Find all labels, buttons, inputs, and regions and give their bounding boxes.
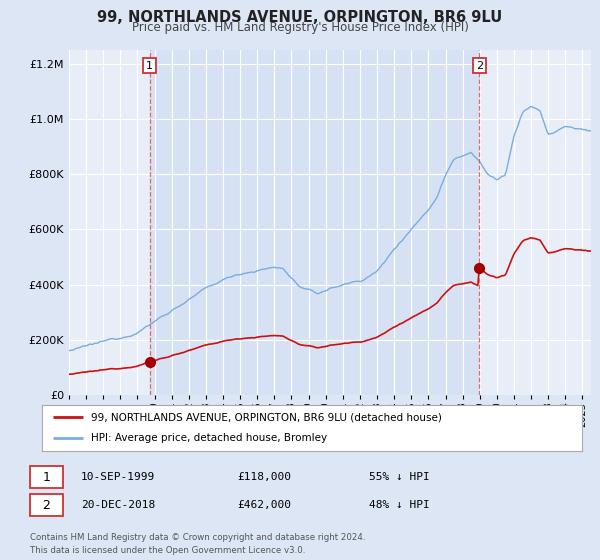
Text: Contains HM Land Registry data © Crown copyright and database right 2024.
This d: Contains HM Land Registry data © Crown c…	[30, 533, 365, 554]
Text: £118,000: £118,000	[237, 472, 291, 482]
Text: 1: 1	[146, 60, 153, 71]
Text: 2: 2	[476, 60, 483, 71]
Text: 99, NORTHLANDS AVENUE, ORPINGTON, BR6 9LU: 99, NORTHLANDS AVENUE, ORPINGTON, BR6 9L…	[97, 10, 503, 25]
Text: £462,000: £462,000	[237, 500, 291, 510]
Text: 99, NORTHLANDS AVENUE, ORPINGTON, BR6 9LU (detached house): 99, NORTHLANDS AVENUE, ORPINGTON, BR6 9L…	[91, 412, 442, 422]
Text: 2: 2	[43, 498, 50, 512]
Text: Price paid vs. HM Land Registry's House Price Index (HPI): Price paid vs. HM Land Registry's House …	[131, 21, 469, 34]
Text: 10-SEP-1999: 10-SEP-1999	[81, 472, 155, 482]
Text: HPI: Average price, detached house, Bromley: HPI: Average price, detached house, Brom…	[91, 433, 327, 444]
Text: 1: 1	[43, 470, 50, 484]
Text: 48% ↓ HPI: 48% ↓ HPI	[369, 500, 430, 510]
Bar	[149, 50, 479, 395]
Text: 55% ↓ HPI: 55% ↓ HPI	[369, 472, 430, 482]
Text: 20-DEC-2018: 20-DEC-2018	[81, 500, 155, 510]
